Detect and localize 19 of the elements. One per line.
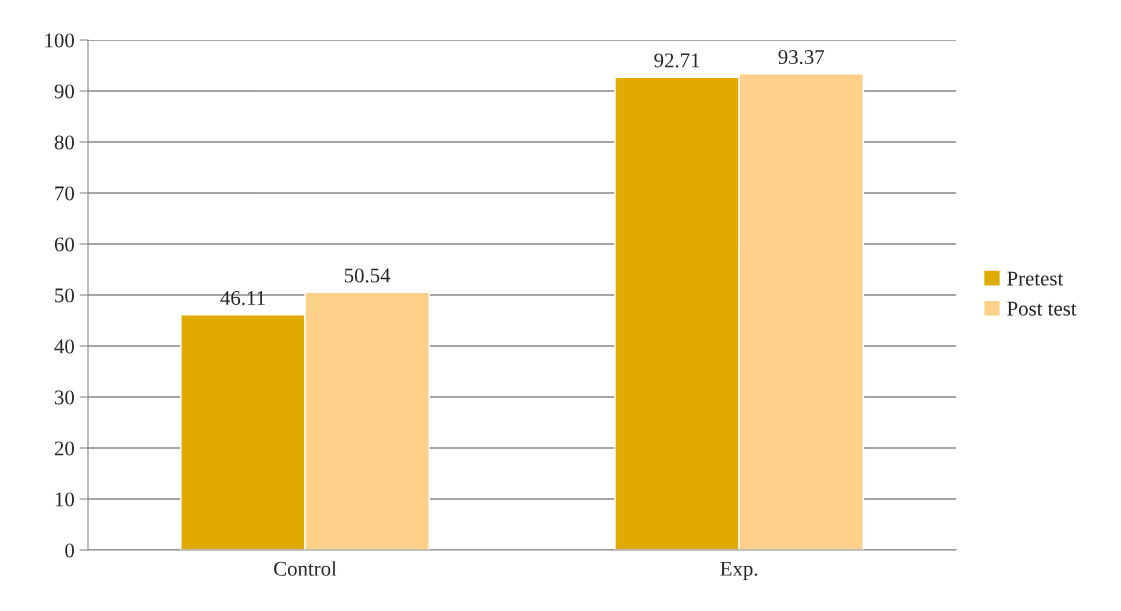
y-tick-label: 20 <box>54 441 75 456</box>
data-label: 46.11 <box>220 291 265 306</box>
data-label: 93.37 <box>778 50 825 65</box>
y-tick-label: 70 <box>55 186 75 201</box>
y-tick-label: 100 <box>45 33 75 48</box>
data-label: 50.54 <box>344 268 391 283</box>
y-tick-label: 10 <box>55 492 75 507</box>
legend-label: Post test <box>1007 301 1077 316</box>
y-tick-label: 30 <box>54 390 75 405</box>
y-tick-label: 80 <box>54 135 75 150</box>
y-tick-label: 50 <box>55 288 75 303</box>
legend-label: Pretest <box>1007 271 1064 286</box>
y-tick-label: 40 <box>54 339 75 354</box>
y-tick-label: 0 <box>65 543 75 558</box>
y-tick-label: 90 <box>54 84 75 99</box>
data-label: 92.71 <box>654 53 700 68</box>
x-tick-label: Exp. <box>720 561 758 581</box>
y-tick-label: 60 <box>54 237 75 252</box>
x-tick-label: Control <box>274 561 337 576</box>
